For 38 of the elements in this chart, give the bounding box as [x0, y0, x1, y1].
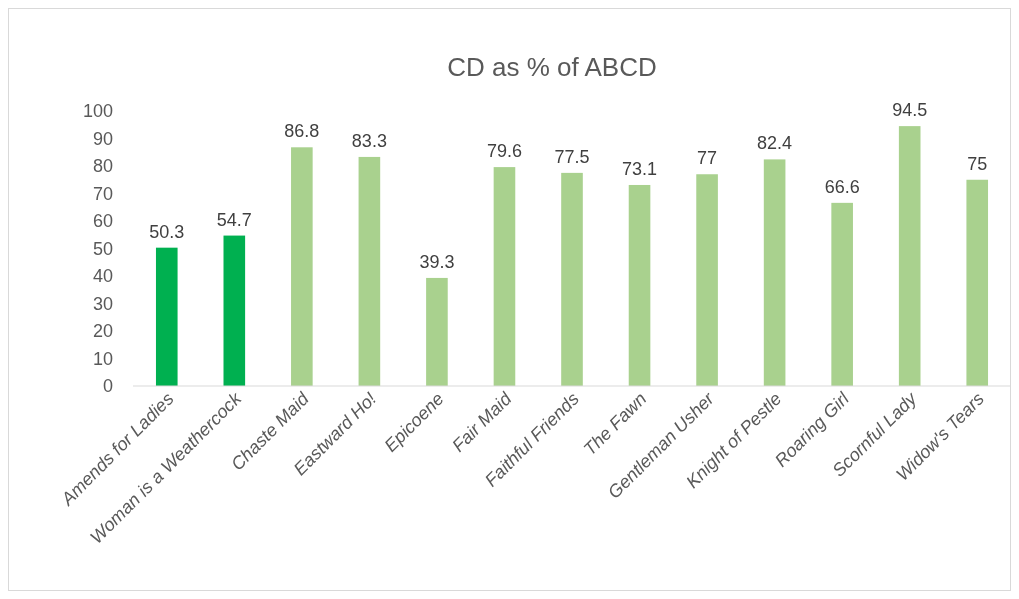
- y-tick-label: 0: [102, 376, 113, 397]
- bar: [763, 159, 786, 386]
- bar: [223, 235, 246, 386]
- bar: [291, 147, 313, 386]
- y-tick-label: 100: [82, 101, 113, 122]
- data-label: 66.6: [824, 176, 860, 197]
- y-tick-label: 60: [92, 211, 113, 232]
- bar: [493, 167, 516, 386]
- data-label: 83.3: [351, 130, 387, 151]
- y-tick-label: 90: [92, 128, 113, 149]
- data-label: 94.5: [892, 100, 928, 121]
- data-label: 77.5: [554, 146, 590, 167]
- data-label: 86.8: [284, 121, 320, 142]
- bar: [426, 277, 448, 386]
- y-tick-label: 50: [92, 238, 113, 259]
- data-label: 54.7: [216, 209, 252, 230]
- data-label: 50.3: [149, 221, 185, 242]
- bar: [966, 179, 989, 386]
- y-tick-label: 40: [92, 266, 113, 287]
- bar: [358, 156, 381, 386]
- bar: [831, 202, 853, 386]
- data-label: 73.1: [622, 158, 658, 179]
- data-label: 75: [967, 153, 988, 174]
- bar: [628, 184, 651, 386]
- y-tick-label: 30: [92, 293, 113, 314]
- y-tick-label: 10: [92, 348, 113, 369]
- data-label: 79.6: [486, 141, 522, 162]
- data-label: 82.4: [757, 133, 793, 154]
- y-tick-label: 80: [92, 156, 113, 177]
- y-tick-label: 20: [92, 321, 113, 342]
- data-label: 77: [697, 148, 718, 169]
- bar: [696, 174, 718, 386]
- bar: [155, 247, 178, 386]
- bar: [898, 126, 921, 386]
- chart-title: CD as % of ABCD: [447, 52, 657, 82]
- data-label: 39.3: [419, 251, 455, 272]
- y-tick-label: 70: [92, 183, 113, 204]
- bar: [561, 172, 583, 386]
